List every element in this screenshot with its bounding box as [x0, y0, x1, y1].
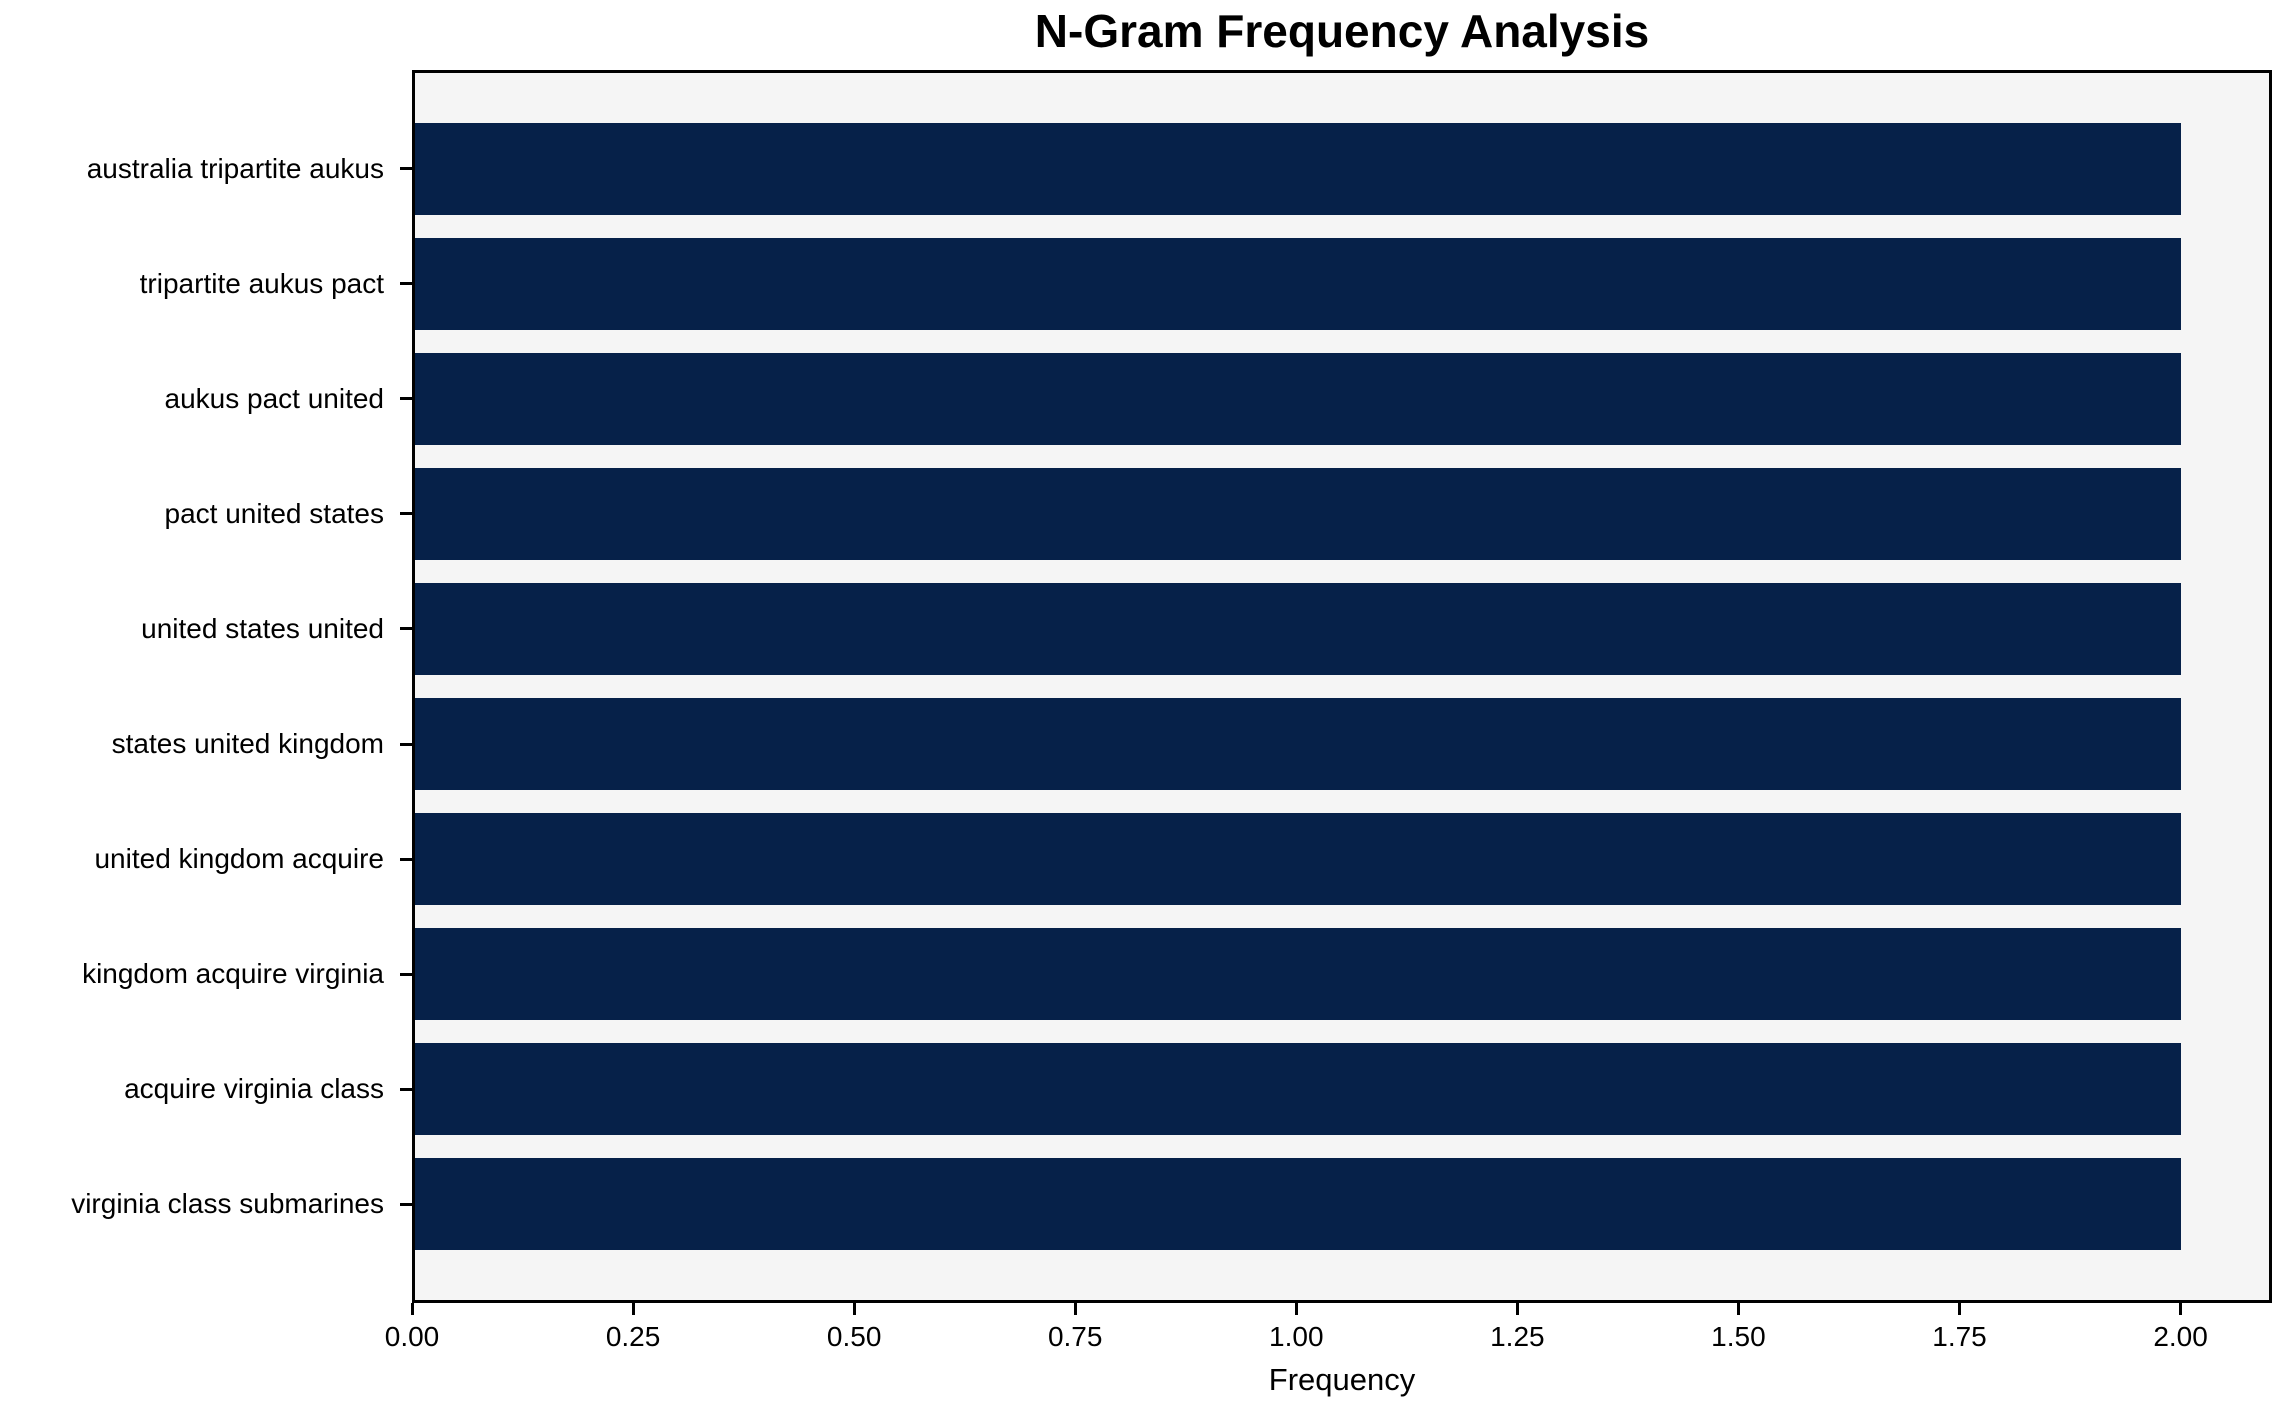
chart-title: N-Gram Frequency Analysis: [1034, 5, 1650, 57]
bar: [415, 928, 2181, 1021]
y-tick-mark: [400, 742, 412, 746]
y-tick-label: australia tripartite aukus: [86, 152, 384, 184]
x-tick-label: 0.00: [384, 1321, 440, 1352]
y-tick-mark: [400, 282, 412, 286]
y-tick-label: kingdom acquire virginia: [82, 958, 384, 990]
x-tick-mark: [1958, 1303, 1961, 1315]
x-tick-mark: [2179, 1303, 2183, 1315]
y-tick-mark: [400, 972, 412, 976]
y-tick-label: acquire virginia class: [124, 1073, 384, 1105]
x-tick-mark: [852, 1303, 856, 1315]
x-tick-mark: [631, 1303, 635, 1315]
y-tick-label: aukus pact united: [164, 382, 385, 414]
y-tick-mark: [400, 1087, 412, 1091]
y-tick-label: tripartite aukus pact: [139, 267, 384, 299]
x-tick-label: 1.00: [1269, 1321, 1324, 1352]
y-tick-label: united kingdom acquire: [94, 843, 384, 875]
bar: [415, 698, 2181, 791]
x-tick-label: 1.50: [1711, 1321, 1766, 1352]
x-axis-label: Frequency: [1268, 1362, 1416, 1397]
x-tick-mark: [1073, 1303, 1077, 1315]
bar: [415, 122, 2181, 215]
y-tick-mark: [400, 512, 412, 516]
bar: [415, 237, 2181, 330]
bar: [415, 352, 2181, 445]
x-tick-label: 1.75: [1932, 1321, 1987, 1352]
y-tick-label: pact united states: [164, 497, 384, 529]
y-tick-mark: [400, 397, 412, 401]
bar: [415, 582, 2181, 675]
x-tick-label: 2.00: [2153, 1321, 2208, 1352]
bar: [415, 813, 2181, 906]
bar: [415, 1043, 2181, 1136]
x-tick-mark: [1515, 1303, 1519, 1315]
x-tick-label: 1.25: [1490, 1321, 1545, 1352]
y-tick-label: united states united: [141, 612, 384, 644]
bar: [415, 1158, 2181, 1251]
y-tick-label: virginia class submarines: [71, 1188, 384, 1220]
y-tick-mark: [400, 1202, 412, 1206]
y-tick-mark: [400, 627, 412, 631]
x-tick-mark: [1736, 1303, 1740, 1315]
plot-area: [412, 70, 2272, 1303]
y-tick-label: states united kingdom: [111, 728, 384, 760]
x-tick-mark: [1294, 1303, 1298, 1315]
bar: [415, 467, 2181, 560]
x-tick-label: 0.50: [826, 1321, 882, 1352]
x-tick-mark: [410, 1303, 414, 1315]
x-tick-label: 0.25: [605, 1321, 661, 1352]
y-tick-mark: [400, 167, 412, 171]
y-tick-mark: [400, 857, 412, 861]
x-tick-label: 0.75: [1047, 1321, 1103, 1352]
